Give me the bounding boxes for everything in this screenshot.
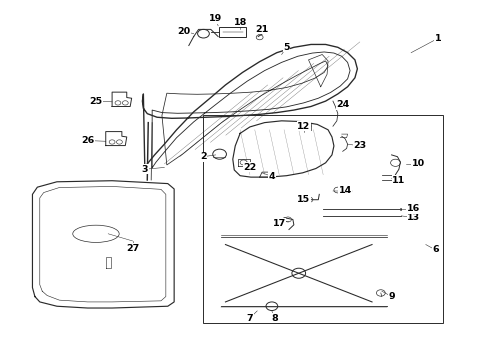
Text: 20: 20	[177, 27, 191, 36]
Text: 27: 27	[126, 244, 139, 253]
Text: 11: 11	[392, 176, 406, 185]
Text: 7: 7	[246, 314, 253, 323]
Text: 24: 24	[336, 100, 349, 109]
Text: 25: 25	[89, 96, 102, 105]
Text: 1: 1	[435, 34, 441, 43]
Text: 18: 18	[233, 18, 247, 27]
Text: 17: 17	[272, 219, 286, 228]
Text: 6: 6	[432, 246, 439, 255]
Text: 9: 9	[388, 292, 395, 301]
Bar	[219, 27, 246, 37]
Text: 16: 16	[407, 204, 420, 213]
Text: 10: 10	[412, 159, 425, 168]
Text: 19: 19	[209, 14, 222, 23]
Bar	[203, 116, 443, 323]
Text: 3: 3	[142, 165, 148, 174]
Text: 4: 4	[269, 172, 275, 181]
Text: 13: 13	[407, 213, 420, 222]
Text: 5: 5	[283, 43, 290, 52]
Text: 21: 21	[255, 25, 269, 34]
Text: 22: 22	[243, 163, 256, 172]
Text: 2: 2	[200, 152, 207, 161]
Text: 12: 12	[297, 122, 310, 131]
Text: 8: 8	[271, 314, 278, 323]
Text: 15: 15	[297, 195, 310, 204]
Text: 26: 26	[81, 136, 94, 145]
Text: 14: 14	[339, 186, 352, 195]
Text: 23: 23	[353, 141, 367, 150]
